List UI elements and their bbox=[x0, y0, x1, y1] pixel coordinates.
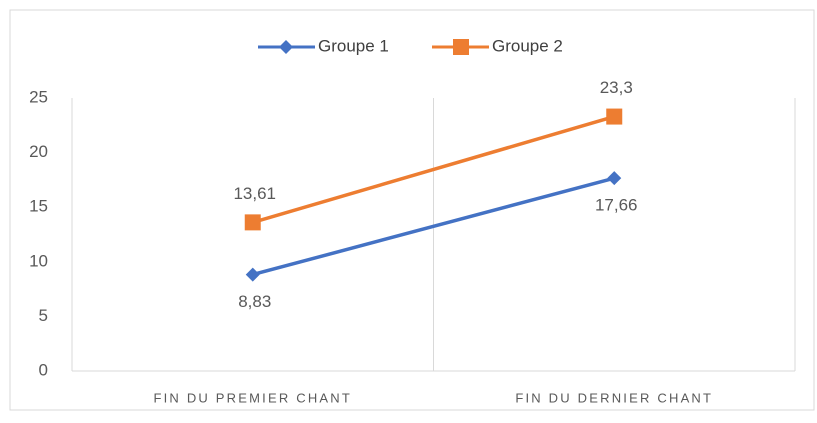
y-tick-label: 10 bbox=[29, 251, 48, 270]
legend-label: Groupe 1 bbox=[318, 36, 389, 55]
legend-marker bbox=[279, 40, 293, 54]
data-label: 23,3 bbox=[600, 78, 633, 97]
legend-label: Groupe 2 bbox=[492, 36, 563, 55]
point bbox=[607, 171, 622, 186]
series-line bbox=[252, 176, 615, 277]
chart-border bbox=[9, 9, 815, 411]
y-tick-label: 15 bbox=[29, 197, 48, 216]
x-tick-label: FIN DU PREMIER CHANT bbox=[153, 390, 352, 405]
point bbox=[244, 214, 261, 231]
legend-marker bbox=[453, 39, 469, 55]
point bbox=[245, 267, 260, 282]
point bbox=[606, 108, 623, 125]
x-tick-label: FIN DU DERNIER CHANT bbox=[515, 390, 713, 405]
y-tick-label: 25 bbox=[29, 87, 48, 106]
y-tick-label: 20 bbox=[29, 142, 48, 161]
y-tick-label: 5 bbox=[39, 306, 48, 325]
series-line bbox=[252, 114, 615, 225]
data-label: 13,61 bbox=[233, 184, 276, 203]
data-label: 17,66 bbox=[595, 196, 638, 215]
y-tick-label: 0 bbox=[39, 360, 48, 379]
data-label: 8,83 bbox=[238, 292, 271, 311]
